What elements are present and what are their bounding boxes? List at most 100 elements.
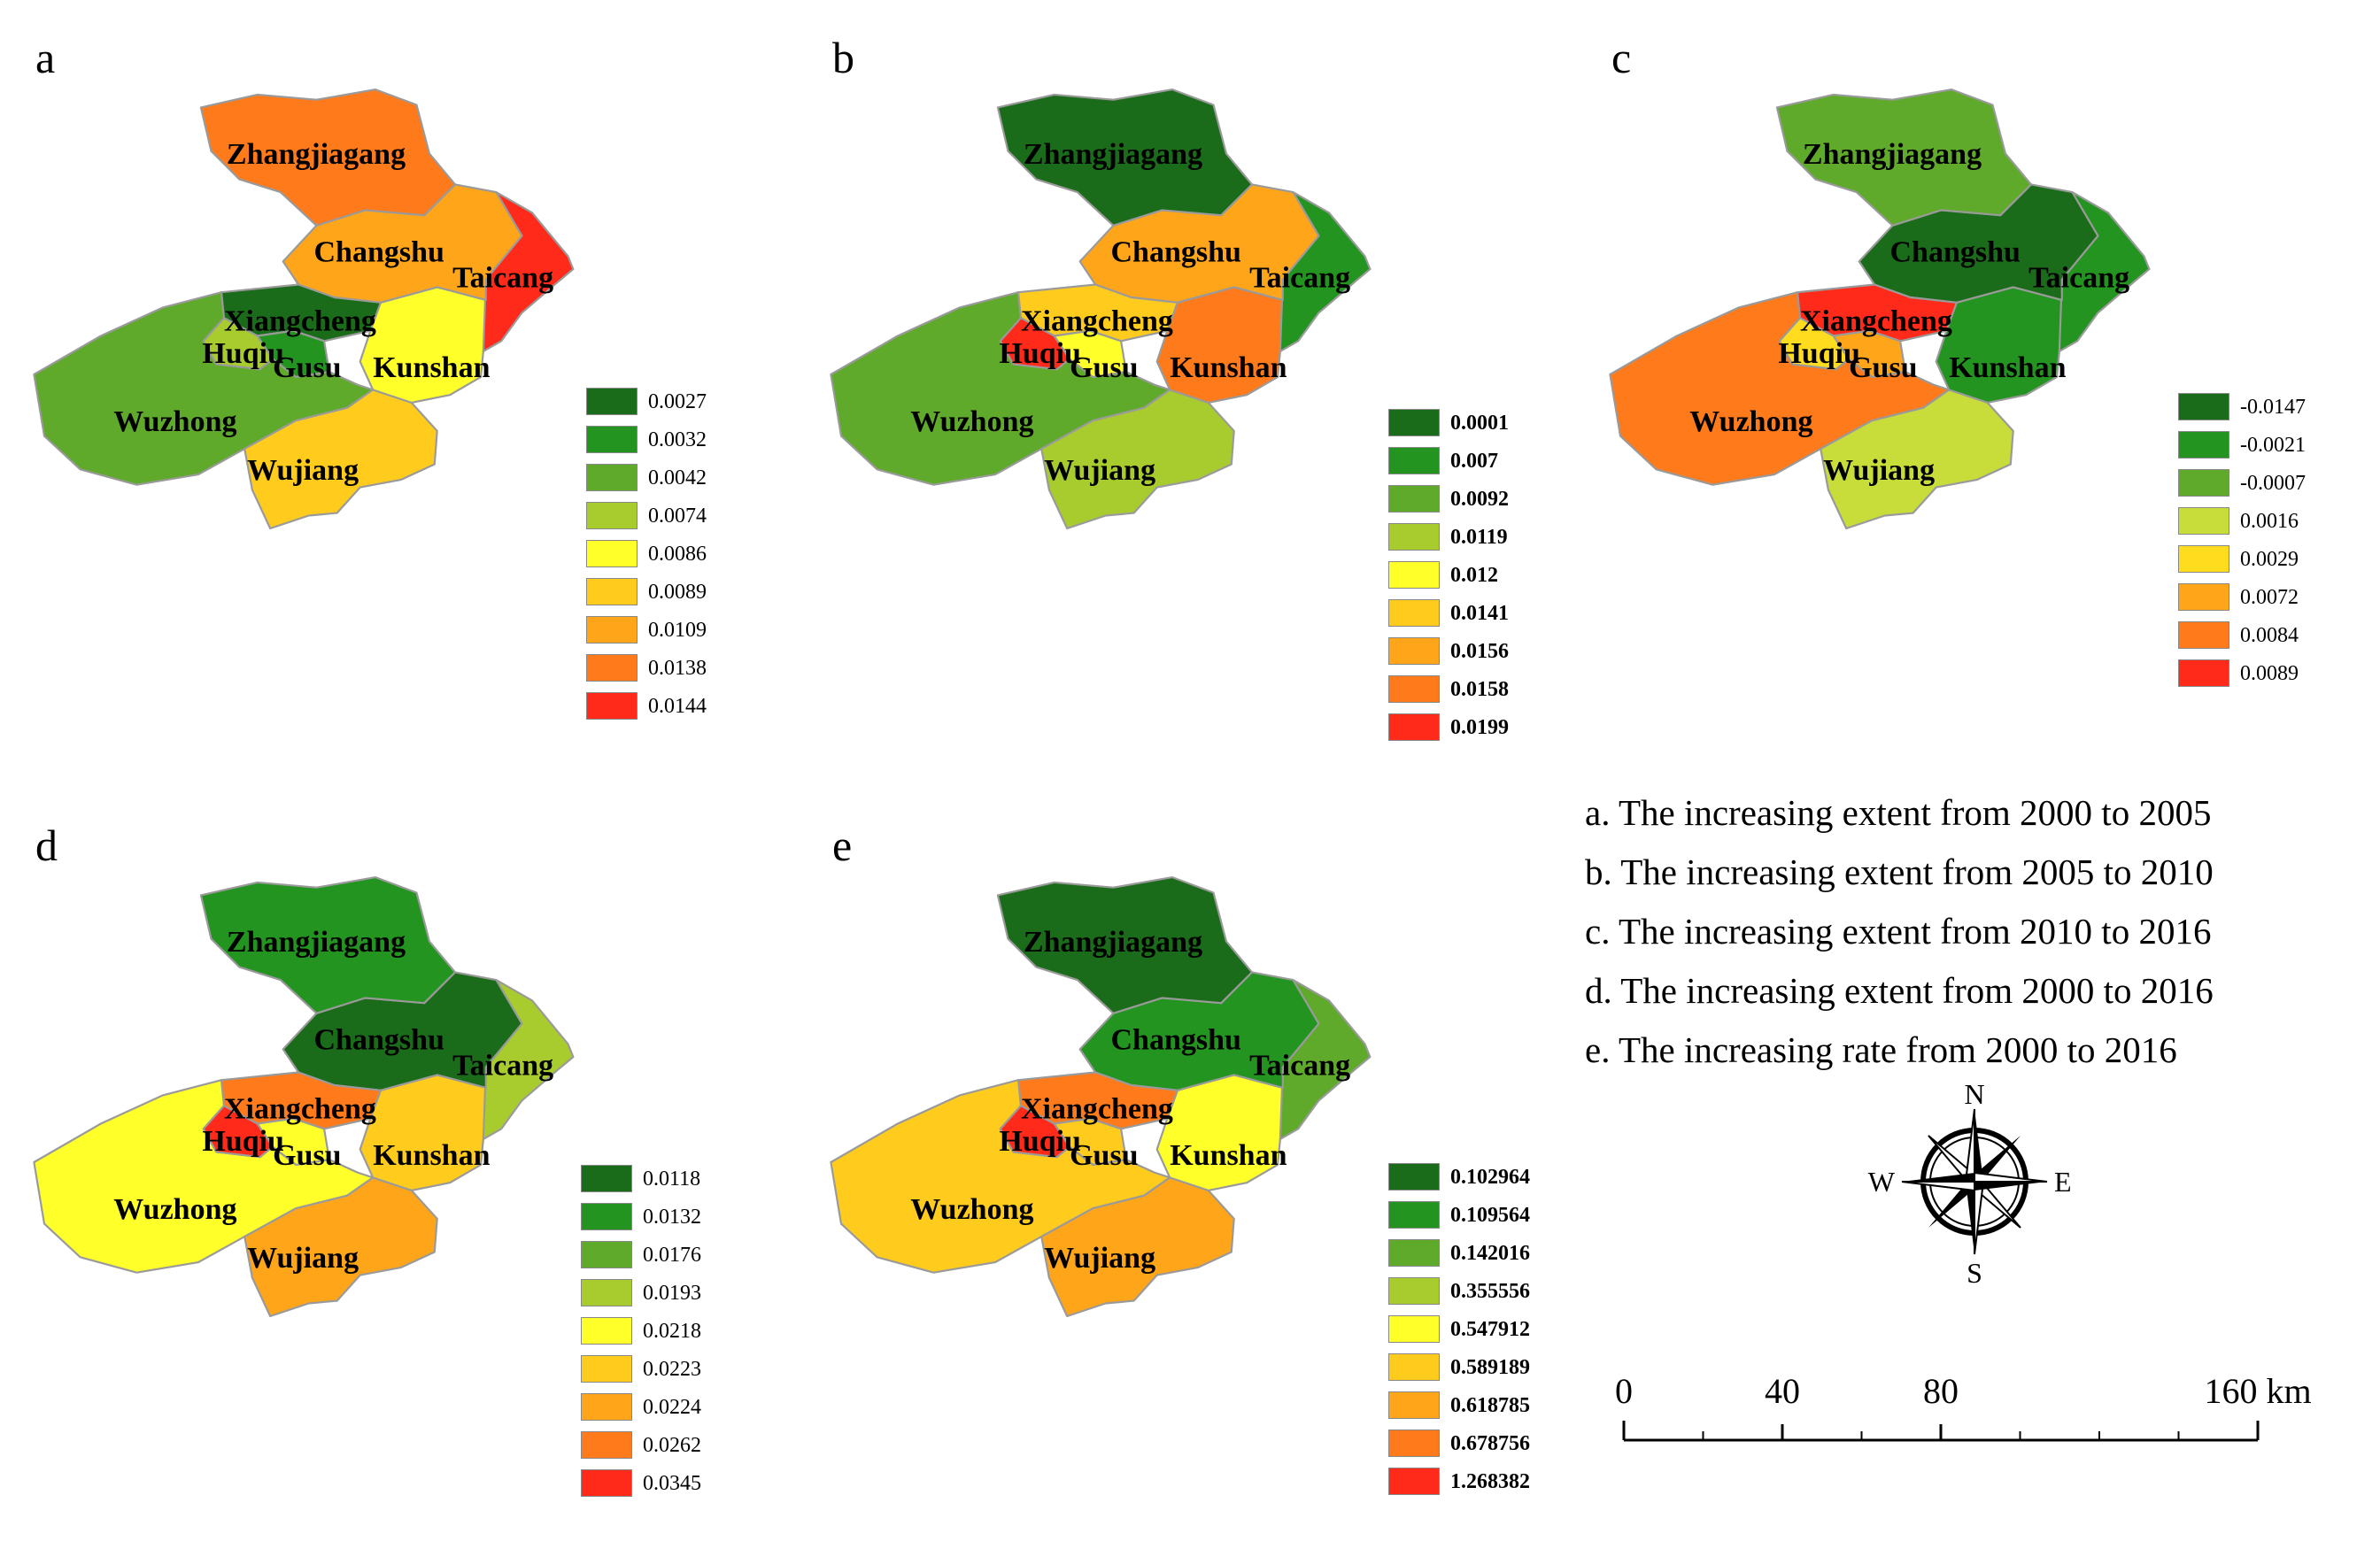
north-arrow-compass-icon: N S E W <box>1868 1078 2072 1289</box>
legend-swatch <box>1388 1315 1440 1343</box>
district-polygons <box>33 876 575 1318</box>
legend-swatch <box>1388 409 1440 436</box>
legend-swatch <box>581 1165 632 1192</box>
legend-value: 0.0345 <box>643 1471 701 1495</box>
legend-item: 0.0132 <box>581 1198 701 1236</box>
district-label-gusu: Gusu <box>1070 1139 1139 1172</box>
legend-swatch <box>1388 1201 1440 1229</box>
district-label-wuzhong: Wuzhong <box>113 1193 236 1226</box>
legend-value: 0.109564 <box>1450 1203 1530 1227</box>
map-panel-a: a Zhangjiagang Changshu Taicang Xiangcheng H… <box>33 35 815 761</box>
legend-value: 0.0193 <box>643 1281 701 1305</box>
legend-swatch <box>1388 523 1440 551</box>
legend-swatch <box>586 426 638 453</box>
legend-item: 0.007 <box>1388 442 1509 480</box>
legend-value: 0.0089 <box>648 580 707 604</box>
district-label-zhangjiagang: Zhangjiagang <box>1024 138 1202 171</box>
legend-value: 0.0218 <box>643 1319 701 1343</box>
panel-letter: d <box>35 821 58 870</box>
legend-swatch <box>586 616 638 643</box>
map-panel-b: b Zhangjiagang Changshu Taicang Xiangcheng H… <box>830 35 1611 761</box>
legend-item: 0.0092 <box>1388 480 1509 518</box>
legend-swatch <box>2178 659 2229 687</box>
legend-item: -0.0021 <box>2178 426 2306 464</box>
legend-item: 0.0156 <box>1388 632 1509 670</box>
legend-item: 0.0027 <box>586 382 707 420</box>
district-label-xiangcheng: Xiangcheng <box>224 305 376 338</box>
legend-swatch <box>581 1355 632 1383</box>
district-label-kunshan: Kunshan <box>1170 351 1287 384</box>
district-gusu <box>1053 329 1127 378</box>
district-label-gusu: Gusu <box>1849 351 1918 384</box>
legend-swatch <box>586 464 638 491</box>
legend-item: -0.0147 <box>2178 388 2306 426</box>
district-gusu <box>1053 1117 1127 1166</box>
legend-value: 0.678756 <box>1450 1431 1530 1455</box>
district-label-gusu: Gusu <box>273 351 342 384</box>
legend-value: 0.0262 <box>643 1433 701 1457</box>
legend-item: 0.0089 <box>2178 654 2306 692</box>
district-label-wuzhong: Wuzhong <box>1689 405 1812 438</box>
legend-value: 0.0042 <box>648 466 707 489</box>
legend-swatch <box>581 1241 632 1268</box>
legend-item: 0.0224 <box>581 1388 701 1426</box>
legend-swatch <box>2178 393 2229 420</box>
legend-value: 0.012 <box>1450 563 1498 587</box>
legend-swatch <box>1388 1353 1440 1381</box>
legend-item: 0.0199 <box>1388 708 1509 746</box>
legend-swatch <box>2178 621 2229 649</box>
legend-value: 0.0132 <box>643 1205 701 1229</box>
legend-swatch <box>581 1203 632 1230</box>
panel-letter: c <box>1611 33 1632 82</box>
legend-item: 0.0119 <box>1388 518 1509 556</box>
legend-value: 0.0224 <box>643 1395 701 1419</box>
district-wujiang <box>243 1176 438 1318</box>
compass-east-label: E <box>2054 1166 2072 1198</box>
district-label-taicang: Taicang <box>1249 1049 1350 1082</box>
legend-item: 0.589189 <box>1388 1348 1530 1386</box>
district-label-wujiang: Wujiang <box>1044 1242 1155 1275</box>
panel-letter: e <box>832 821 853 870</box>
legend-value: 0.0156 <box>1450 639 1509 663</box>
district-label-gusu: Gusu <box>273 1139 342 1172</box>
legend: 0.0001 0.007 0.0092 0.0119 0.012 0.0141 0.0156… <box>1388 404 1509 746</box>
legend-value: 0.0141 <box>1450 601 1509 625</box>
district-label-wujiang: Wujiang <box>1044 454 1155 487</box>
legend-swatch <box>1388 713 1440 741</box>
legend-item: 0.0144 <box>586 687 707 725</box>
legend-value: 0.0119 <box>1450 525 1508 549</box>
district-zhangjiagang <box>199 89 457 227</box>
legend-item: 0.0074 <box>586 497 707 535</box>
map-panel-c: c Zhangjiagang Changshu Taicang Xiangcheng H… <box>1609 33 2380 761</box>
legend-swatch <box>1388 1239 1440 1267</box>
legend-swatch <box>1388 599 1440 627</box>
district-label-taicang: Taicang <box>452 1049 553 1082</box>
scale-bar: 0 40 80 160 km <box>1615 1371 2312 1442</box>
district-label-xiangcheng: Xiangcheng <box>1021 305 1173 338</box>
district-zhangjiagang <box>1775 89 2033 227</box>
district-label-changshu: Changshu <box>1111 1023 1241 1056</box>
district-label-wujiang: Wujiang <box>1823 454 1935 487</box>
district-label-wujiang: Wujiang <box>247 1242 359 1275</box>
compass-south-label: S <box>1967 1257 1982 1289</box>
district-zhangjiagang <box>199 876 457 1014</box>
district-label-changshu: Changshu <box>314 235 444 268</box>
legend: 0.0118 0.0132 0.0176 0.0193 0.0218 0.0223 0.02… <box>581 1160 701 1502</box>
legend-swatch <box>581 1469 632 1497</box>
legend-item: 0.0218 <box>581 1312 701 1350</box>
legend-swatch <box>581 1393 632 1421</box>
legend-item: 0.0089 <box>586 573 707 611</box>
legend-item: 0.142016 <box>1388 1234 1530 1272</box>
legend-item: 0.0084 <box>2178 616 2306 654</box>
compass-west-label: W <box>1868 1166 1896 1198</box>
legend-swatch <box>581 1279 632 1306</box>
legend-swatch <box>586 692 638 720</box>
legend-item: 0.012 <box>1388 556 1509 594</box>
legend-item: 0.0223 <box>581 1350 701 1388</box>
legend-value: 1.268382 <box>1450 1469 1530 1493</box>
district-label-kunshan: Kunshan <box>1949 351 2066 384</box>
legend-item: 0.0042 <box>586 459 707 497</box>
